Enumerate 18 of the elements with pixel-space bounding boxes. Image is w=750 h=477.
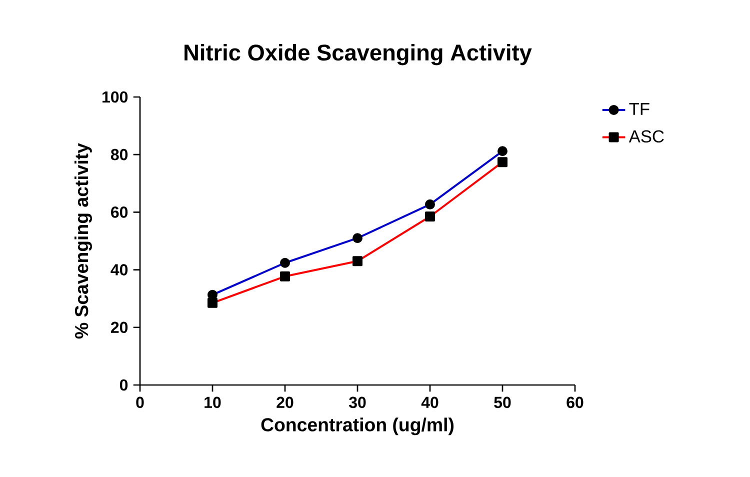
x-axis-title: Concentration (ug/ml) <box>261 418 454 436</box>
x-tick-label: 20 <box>276 396 294 408</box>
y-axis-title: % Scavenging activity <box>74 143 92 339</box>
y-tick-label: 60 <box>111 206 128 218</box>
x-tick-label: 60 <box>566 396 584 408</box>
y-tick-label: 100 <box>102 91 128 103</box>
y-tick-label: 40 <box>110 264 128 276</box>
legend-label: ASC <box>628 130 664 143</box>
y-tick-label: 80 <box>110 148 128 160</box>
y-tick-label: 0 <box>120 379 128 391</box>
x-tick-label: 50 <box>494 396 511 408</box>
x-tick-label: 0 <box>136 396 144 408</box>
x-tick-label: 40 <box>421 396 438 408</box>
x-tick-label: 10 <box>204 396 221 408</box>
y-tick-label: 20 <box>110 322 128 334</box>
x-tick-label: 30 <box>348 396 366 408</box>
legend-label: TF <box>629 102 650 115</box>
chart-title: Nitric Oxide Scavenging Activity <box>184 44 532 66</box>
